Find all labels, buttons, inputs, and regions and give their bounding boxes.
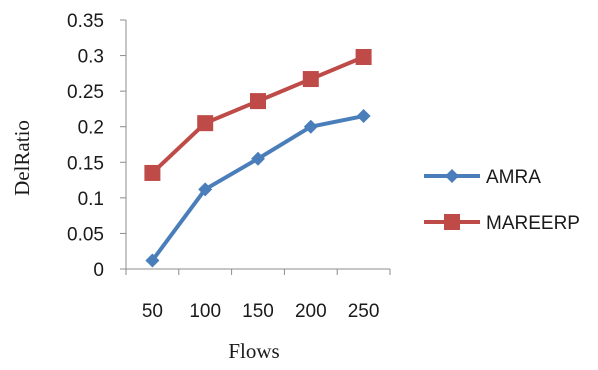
series-mareerp — [144, 48, 372, 181]
x-axis-title: Flows — [228, 339, 279, 363]
y-tick-label: 0.15 — [67, 153, 104, 174]
legend-item-amra: AMRA — [424, 167, 541, 188]
legend-item-mareerp: MAREERP — [424, 213, 580, 234]
data-point-mareerp — [250, 93, 266, 110]
x-tick-label: 100 — [189, 301, 221, 322]
y-axis-title: DelRatio — [10, 120, 34, 196]
y-tick-label: 0.1 — [78, 189, 104, 210]
y-tick-label: 0 — [93, 260, 104, 281]
x-tick-label: 250 — [348, 301, 380, 322]
legend-label-mareerp: MAREERP — [486, 213, 580, 234]
series-layer — [144, 48, 372, 268]
data-point-amra — [356, 109, 371, 124]
y-tick-label: 0.05 — [67, 224, 104, 245]
series-amra — [145, 109, 371, 268]
x-tick-label: 200 — [295, 301, 327, 322]
data-point-mareerp — [302, 71, 319, 88]
legend: AMRA MAREERP — [424, 167, 580, 234]
legend-label-amra: AMRA — [486, 167, 541, 188]
x-axis-ticks: 50 100 150 200 250 — [125, 269, 391, 322]
y-axis-ticks: 0 0.05 0.1 0.15 0.2 0.25 0.3 0.35 — [67, 11, 126, 281]
y-tick-label: 0.25 — [67, 82, 104, 103]
data-point-amra — [251, 151, 265, 166]
y-tick-label: 0.2 — [78, 118, 104, 139]
legend-marker-mareerp — [444, 214, 460, 230]
data-point-mareerp — [355, 48, 372, 65]
data-point-mareerp — [144, 164, 161, 181]
data-point-amra — [198, 182, 213, 197]
data-point-amra — [145, 253, 160, 268]
y-tick-label: 0.3 — [78, 47, 104, 68]
legend-marker-amra — [445, 169, 459, 183]
x-tick-label: 150 — [242, 301, 274, 322]
y-tick-label: 0.35 — [67, 11, 104, 32]
data-point-amra — [303, 119, 318, 134]
data-point-mareerp — [197, 115, 214, 132]
series-line-amra — [150, 114, 364, 262]
x-tick-label: 50 — [142, 301, 163, 322]
